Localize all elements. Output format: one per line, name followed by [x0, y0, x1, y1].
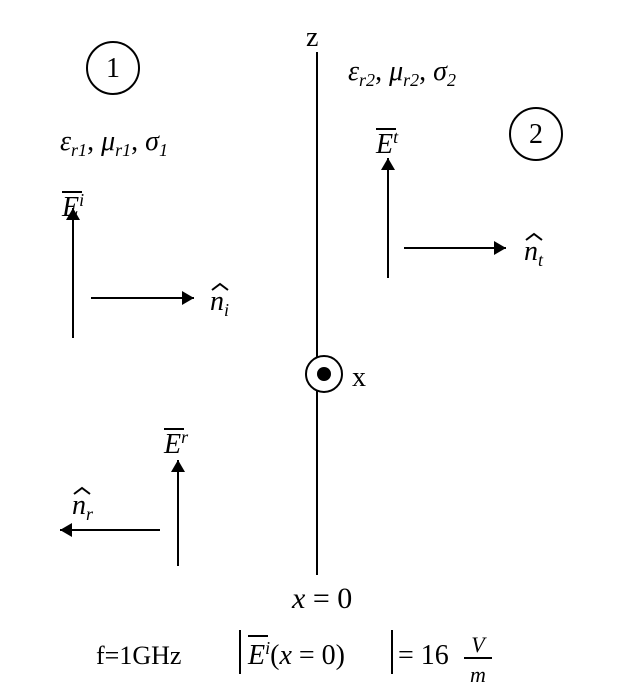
- x-out-of-page-dot: [317, 367, 331, 381]
- z-axis-label: z: [306, 22, 318, 53]
- frequency-label: f=1GHz: [96, 641, 181, 670]
- magnitude-expression: Ei(x = 0): [247, 638, 345, 671]
- x-axis-label: x: [352, 362, 366, 393]
- region-1-badge-label: 1: [106, 53, 120, 84]
- magnitude-equals: = 16: [398, 640, 449, 671]
- x-equals-zero: x = 0: [291, 582, 352, 615]
- region-2-badge-label: 2: [529, 119, 543, 150]
- unit-denominator: m: [470, 662, 486, 687]
